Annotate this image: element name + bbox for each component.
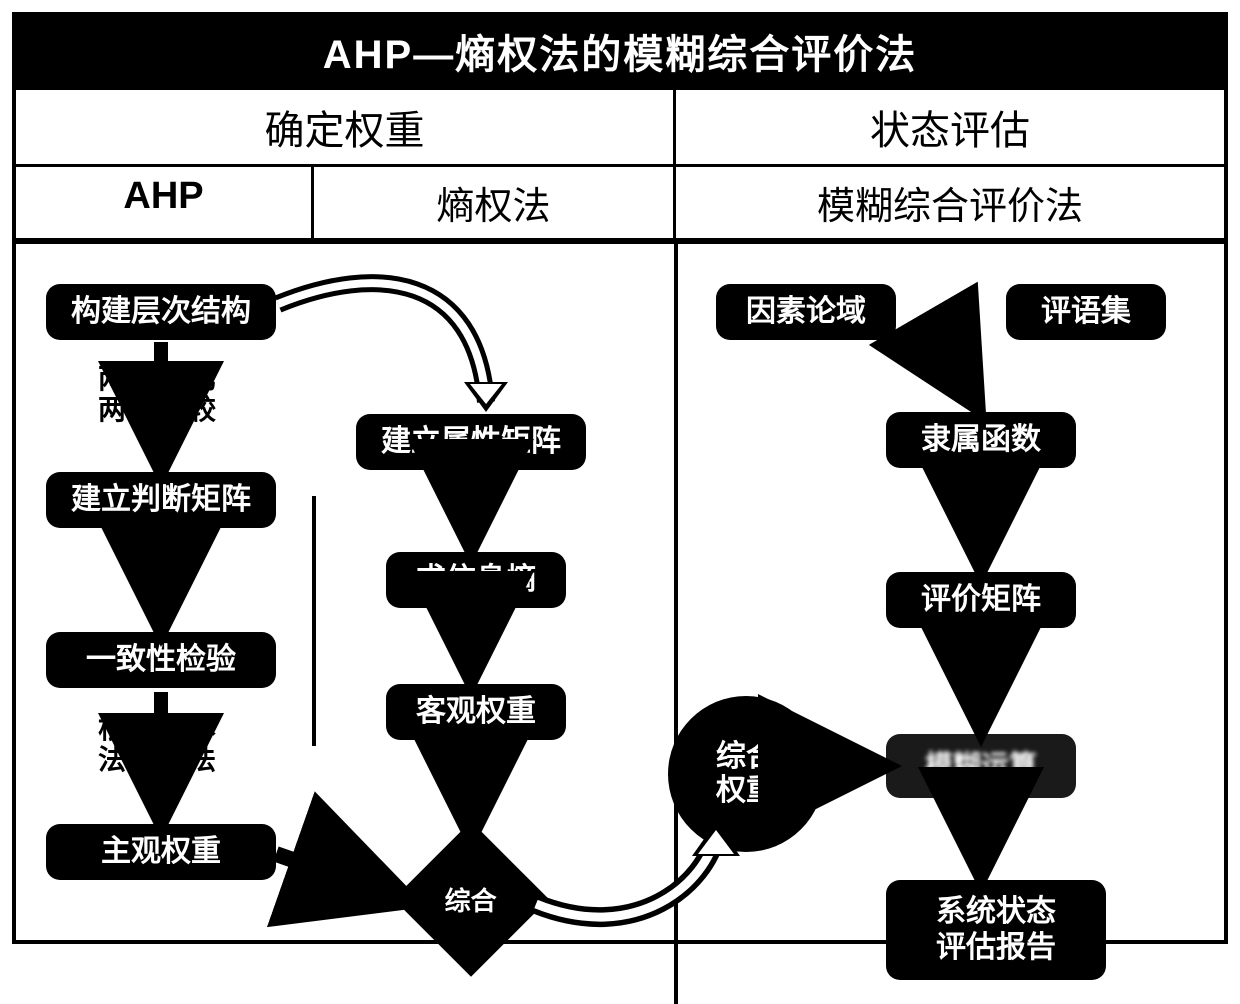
node-ahp-consistency: 一致性检验 [46,632,276,688]
node-entropy-objective: 客观权重 [386,684,566,740]
edge-label-rootpow-left: 根 法 [98,714,126,776]
label: 隶属函数 [921,422,1041,458]
node-ahp-subjective: 主观权重 [46,824,276,880]
node-fuzzy-factor-domain: 因素论域 [716,284,896,340]
label: 系统状态 评估报告 [936,894,1056,966]
label: 建立判断矩阵 [71,482,251,518]
title-text: AHP—熵权法的模糊综合评价法 [323,33,917,77]
label: 评语集 [1041,294,1131,330]
label: 主观权重 [101,834,221,870]
header-row-1: 确定权重 状态评估 [16,90,1224,167]
vline-weights-status [674,244,678,1004]
label: 一致性检验 [86,642,236,678]
node-fuzzy-membership: 隶属函数 [886,412,1076,468]
diagram-frame: AHP—熵权法的模糊综合评价法 确定权重 状态评估 AHP 熵权法 模糊综合评价… [12,12,1228,944]
label: 建立属性矩阵 [381,424,561,460]
edge-label-pairwise-right: 比 较 [188,364,216,426]
title-bar: AHP—熵权法的模糊综合评价法 [16,16,1224,90]
node-ahp-judgment: 建立判断矩阵 [46,472,276,528]
hcell-entropy: 熵权法 [314,167,676,241]
label: 综合 [445,880,497,917]
node-ahp-hierarchy: 构建层次结构 [46,284,276,340]
label: 综合 权重 [716,740,776,809]
hcell-ahp: AHP [16,167,314,241]
label: 评价矩阵 [921,582,1041,618]
label: 求信息熵 [416,562,536,598]
label: 因素论域 [746,294,866,330]
node-fuzzy-op: 模糊运算 [886,734,1076,798]
label: 构建层次结构 [71,294,251,330]
header-grid: 确定权重 状态评估 AHP 熵权法 模糊综合评价法 [16,90,1224,244]
node-entropy-info: 求信息熵 [386,552,566,608]
hcell-fuzzy: 模糊综合评价法 [676,167,1224,241]
label: 客观权重 [416,694,536,730]
header-row-2: AHP 熵权法 模糊综合评价法 [16,167,1224,241]
node-entropy-attr-matrix: 建立属性矩阵 [356,414,586,470]
node-combine-diamond: 综合 [393,821,549,977]
edge-label-rootpow-right: 幂 法 [188,714,216,776]
hcell-weights: 确定权重 [16,90,676,167]
edge-label-pairwise-left: 两 两 [98,364,126,426]
body-area: 构建层次结构 建立判断矩阵 一致性检验 主观权重 两 两 比 较 根 法 幂 法… [16,244,1224,1004]
vline-ahp-entropy [312,496,316,746]
hcell-status: 状态评估 [676,90,1224,167]
node-combined-weight-circle: 综合 权重 [668,696,824,852]
label: 模糊运算 [925,749,1037,783]
node-fuzzy-comment-set: 评语集 [1006,284,1166,340]
node-fuzzy-report: 系统状态 评估报告 [886,880,1106,980]
node-fuzzy-eval-matrix: 评价矩阵 [886,572,1076,628]
